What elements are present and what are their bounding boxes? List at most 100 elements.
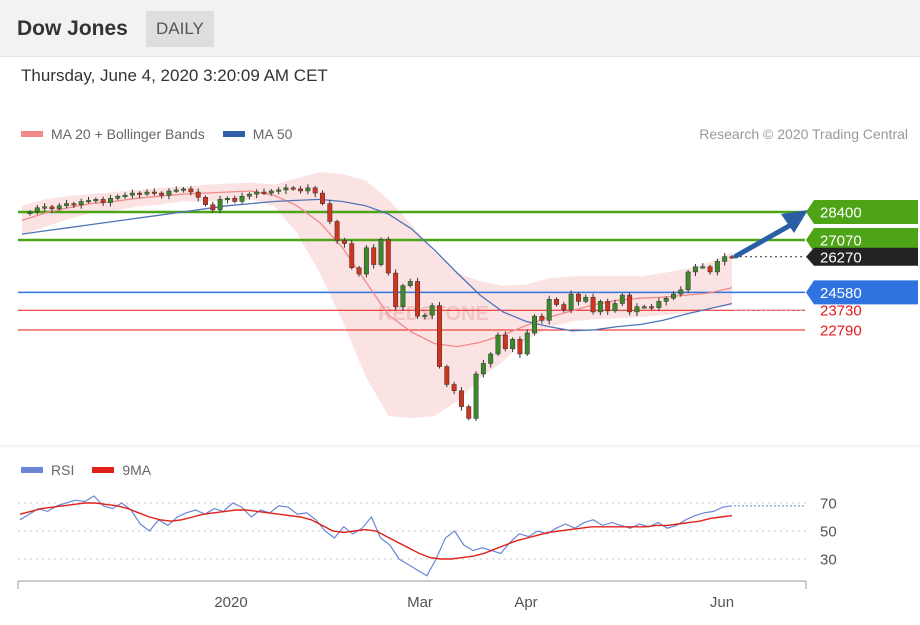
- candles-group: [27, 184, 735, 421]
- candle-body: [729, 256, 735, 259]
- candle-body: [363, 247, 369, 275]
- level-label-22790: 22790: [820, 323, 862, 340]
- candle-body: [627, 294, 633, 313]
- candle-body: [254, 191, 260, 195]
- candle-body: [195, 191, 201, 198]
- candle-body: [466, 406, 472, 419]
- candle-body: [115, 195, 121, 199]
- candle-body: [634, 306, 640, 313]
- candle-body: [575, 293, 581, 302]
- rsi-9ma-line: [19, 502, 733, 560]
- target-arrow-shaft: [733, 219, 799, 259]
- ma9-label: 9MA: [122, 462, 152, 478]
- candle-body: [554, 299, 559, 305]
- candle-body: [356, 267, 362, 275]
- candle-body: [137, 192, 143, 195]
- legend-rsi: RSI: [21, 462, 74, 478]
- candle-body: [188, 188, 194, 193]
- candle-body: [524, 332, 530, 355]
- x-tick-label: 2020: [214, 594, 247, 611]
- level-badge-28400: [806, 200, 918, 224]
- candle-body: [42, 206, 48, 209]
- candle-body: [181, 188, 187, 191]
- rsi-tick-50: 50: [820, 524, 837, 541]
- legend-ma50: MA 50: [222, 126, 293, 142]
- rsi-line: [19, 495, 733, 577]
- rsi-swatch: [21, 467, 43, 473]
- ma50-line: [21, 198, 733, 332]
- candle-body: [378, 239, 384, 265]
- candle-body: [261, 191, 267, 194]
- candle-body: [451, 384, 457, 392]
- instrument-title: Dow Jones: [17, 17, 128, 40]
- candle-body: [385, 239, 391, 274]
- candle-body: [276, 189, 282, 192]
- candle-body: [502, 334, 508, 349]
- period-tab[interactable]: DAILY: [146, 11, 214, 47]
- chart-header: Dow Jones DAILY: [0, 0, 920, 57]
- bollinger-band: [22, 172, 732, 419]
- candle-body: [246, 193, 252, 197]
- candle-body: [371, 247, 377, 265]
- candle-body: [349, 243, 355, 268]
- ma20-label: MA 20 + Bollinger Bands: [51, 126, 205, 142]
- candle-body: [641, 306, 647, 309]
- ma50-swatch: [222, 131, 245, 137]
- candle-body: [159, 192, 165, 196]
- candle-body: [210, 204, 216, 211]
- candle-body: [532, 315, 538, 334]
- candle-body: [71, 203, 77, 206]
- candle-body: [649, 306, 655, 309]
- candle-body: [488, 353, 494, 364]
- candle-body: [605, 301, 611, 312]
- candle-body: [495, 334, 501, 355]
- candle-body: [415, 281, 421, 317]
- candle-body: [122, 194, 128, 197]
- candle-body: [480, 363, 486, 375]
- candle-body: [305, 187, 311, 192]
- candle-body: [510, 339, 516, 349]
- candle-body: [78, 201, 84, 205]
- candle-body: [400, 285, 406, 307]
- candle-body: [217, 199, 223, 211]
- candle-body: [166, 190, 172, 196]
- candle-body: [612, 303, 618, 312]
- candle-body: [27, 211, 33, 214]
- ma20-line: [21, 190, 733, 348]
- candle-body: [312, 187, 318, 194]
- level-label-27070: 27070: [820, 232, 862, 249]
- candle-body: [444, 366, 450, 385]
- level-badge-26270: [806, 247, 918, 266]
- level-label-23730: 23730: [820, 303, 862, 320]
- ma9-swatch: [92, 467, 115, 473]
- ma20-swatch: [21, 131, 43, 137]
- level-label-24580: 24580: [820, 285, 862, 302]
- candle-body: [86, 200, 91, 203]
- candle-body: [685, 271, 691, 291]
- ma50-label: MA 50: [252, 126, 293, 142]
- candle-body: [597, 301, 603, 313]
- rsi-tick-70: 70: [820, 496, 837, 513]
- candle-body: [107, 198, 113, 203]
- level-badge-27070: [806, 227, 918, 252]
- rsi-tick-30: 30: [820, 552, 837, 569]
- candle-body: [56, 205, 62, 210]
- candle-body: [203, 197, 208, 205]
- candle-body: [393, 272, 399, 307]
- research-credit: Research © 2020 Trading Central: [699, 126, 908, 142]
- candle-body: [232, 198, 238, 202]
- candle-body: [224, 198, 230, 201]
- candle-body: [437, 305, 442, 367]
- candle-body: [268, 190, 274, 194]
- candle-body: [700, 266, 706, 269]
- candle-body: [458, 390, 464, 407]
- candle-body: [692, 266, 698, 273]
- candle-body: [290, 187, 296, 190]
- rsi-legend: RSI 9MA: [21, 462, 169, 478]
- candle-body: [722, 256, 728, 262]
- candle-body: [619, 294, 625, 304]
- candle-body: [320, 192, 325, 204]
- candle-body: [64, 203, 70, 206]
- candle-body: [407, 281, 413, 286]
